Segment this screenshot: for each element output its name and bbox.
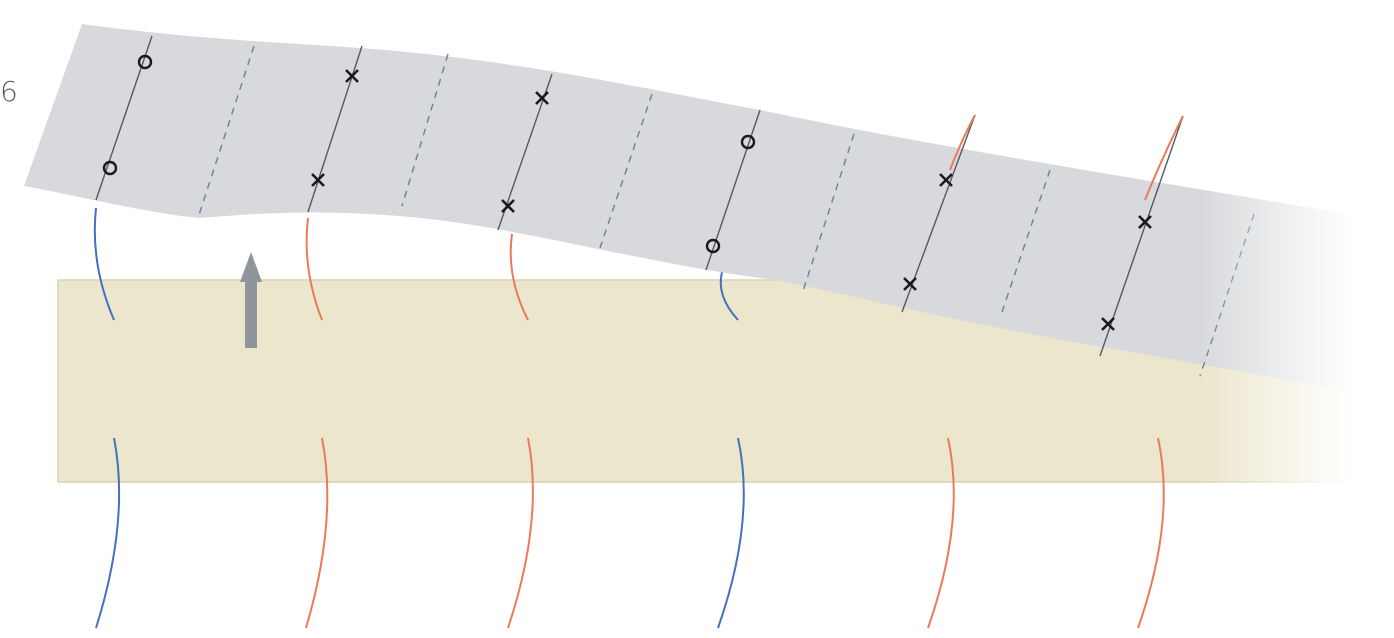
right-edge-fade (0, 0, 1394, 638)
diagram (0, 0, 1394, 638)
